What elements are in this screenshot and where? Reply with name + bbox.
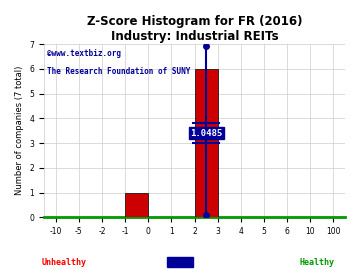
Bar bbox=[125, 193, 148, 217]
Bar bbox=[194, 69, 218, 217]
Text: Unhealthy: Unhealthy bbox=[41, 258, 86, 266]
Text: Healthy: Healthy bbox=[300, 258, 335, 266]
Y-axis label: Number of companies (7 total): Number of companies (7 total) bbox=[15, 66, 24, 195]
Text: The Research Foundation of SUNY: The Research Foundation of SUNY bbox=[47, 67, 190, 76]
Text: ©www.textbiz.org: ©www.textbiz.org bbox=[47, 49, 121, 58]
Text: Score: Score bbox=[167, 258, 193, 266]
Title: Z-Score Histogram for FR (2016)
Industry: Industrial REITs: Z-Score Histogram for FR (2016) Industry… bbox=[87, 15, 302, 43]
Text: 1.0485: 1.0485 bbox=[190, 129, 222, 138]
